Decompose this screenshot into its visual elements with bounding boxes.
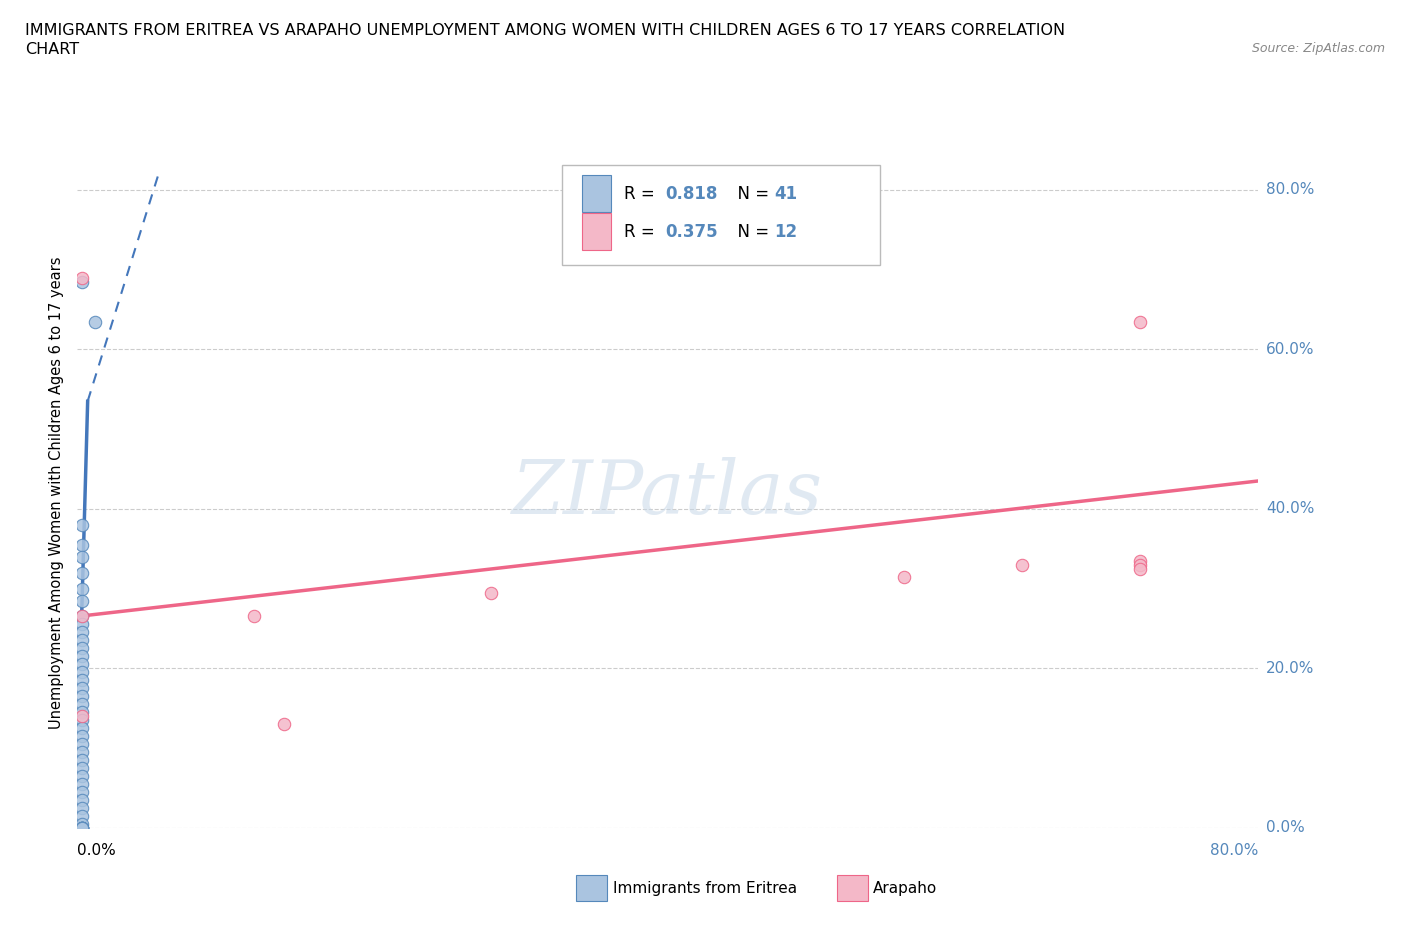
Point <box>70 820 93 835</box>
Point <box>70 517 93 532</box>
Text: 41: 41 <box>775 184 797 203</box>
Point <box>70 808 93 823</box>
Point <box>70 817 93 831</box>
Point <box>70 801 93 816</box>
Text: Source: ZipAtlas.com: Source: ZipAtlas.com <box>1251 42 1385 55</box>
Point <box>70 565 93 580</box>
Text: 0.818: 0.818 <box>665 184 718 203</box>
Text: 80.0%: 80.0% <box>1211 844 1258 858</box>
Point <box>70 581 93 596</box>
Point <box>1129 553 1152 568</box>
Point <box>70 274 93 289</box>
Point <box>70 709 93 724</box>
Point <box>70 820 93 835</box>
Point <box>70 745 93 760</box>
Point <box>70 689 93 704</box>
Point <box>70 777 93 791</box>
Point <box>1129 314 1152 329</box>
Text: 40.0%: 40.0% <box>1265 501 1315 516</box>
Text: N =: N = <box>727 223 775 241</box>
Point <box>70 538 93 552</box>
Point <box>70 649 93 664</box>
Point <box>1011 557 1033 572</box>
FancyBboxPatch shape <box>561 165 880 265</box>
Point <box>893 569 915 584</box>
Text: 0.0%: 0.0% <box>77 844 117 858</box>
Point <box>70 665 93 680</box>
Point <box>70 721 93 736</box>
Text: 80.0%: 80.0% <box>1265 182 1315 197</box>
Point <box>70 609 93 624</box>
Text: 12: 12 <box>775 223 797 241</box>
Point <box>1129 557 1152 572</box>
Point <box>70 737 93 751</box>
Text: Arapaho: Arapaho <box>873 881 938 896</box>
Text: R =: R = <box>624 184 661 203</box>
Point <box>70 761 93 776</box>
Point <box>70 617 93 631</box>
Y-axis label: Unemployment Among Women with Children Ages 6 to 17 years: Unemployment Among Women with Children A… <box>49 257 65 729</box>
Point <box>70 681 93 696</box>
Point <box>1129 561 1152 576</box>
Point <box>70 641 93 656</box>
Text: 0.0%: 0.0% <box>1265 820 1305 835</box>
Text: 60.0%: 60.0% <box>1265 342 1315 357</box>
Point <box>70 271 93 286</box>
Text: Immigrants from Eritrea: Immigrants from Eritrea <box>613 881 797 896</box>
Point <box>70 633 93 648</box>
Point <box>70 752 93 767</box>
Point <box>70 609 93 624</box>
Text: ZIPatlas: ZIPatlas <box>512 457 824 529</box>
Point <box>70 728 93 743</box>
Point <box>70 768 93 783</box>
FancyBboxPatch shape <box>582 175 612 212</box>
Text: CHART: CHART <box>25 42 79 57</box>
Point <box>273 717 295 732</box>
FancyBboxPatch shape <box>582 213 612 250</box>
Point <box>70 820 93 835</box>
Text: IMMIGRANTS FROM ERITREA VS ARAPAHO UNEMPLOYMENT AMONG WOMEN WITH CHILDREN AGES 6: IMMIGRANTS FROM ERITREA VS ARAPAHO UNEMP… <box>25 23 1066 38</box>
Point <box>70 625 93 640</box>
Point <box>70 820 93 835</box>
Point <box>70 672 93 687</box>
Text: 20.0%: 20.0% <box>1265 661 1315 676</box>
Point <box>479 585 502 600</box>
Point <box>70 697 93 711</box>
Point <box>70 784 93 799</box>
Point <box>84 314 107 329</box>
Text: N =: N = <box>727 184 775 203</box>
Point <box>70 550 93 565</box>
Point <box>70 820 93 835</box>
Point <box>70 820 93 835</box>
Point <box>243 609 266 624</box>
Point <box>70 657 93 671</box>
Point <box>70 792 93 807</box>
Text: R =: R = <box>624 223 661 241</box>
Point <box>70 593 93 608</box>
Point <box>70 712 93 727</box>
Point <box>70 705 93 720</box>
Text: 0.375: 0.375 <box>665 223 718 241</box>
